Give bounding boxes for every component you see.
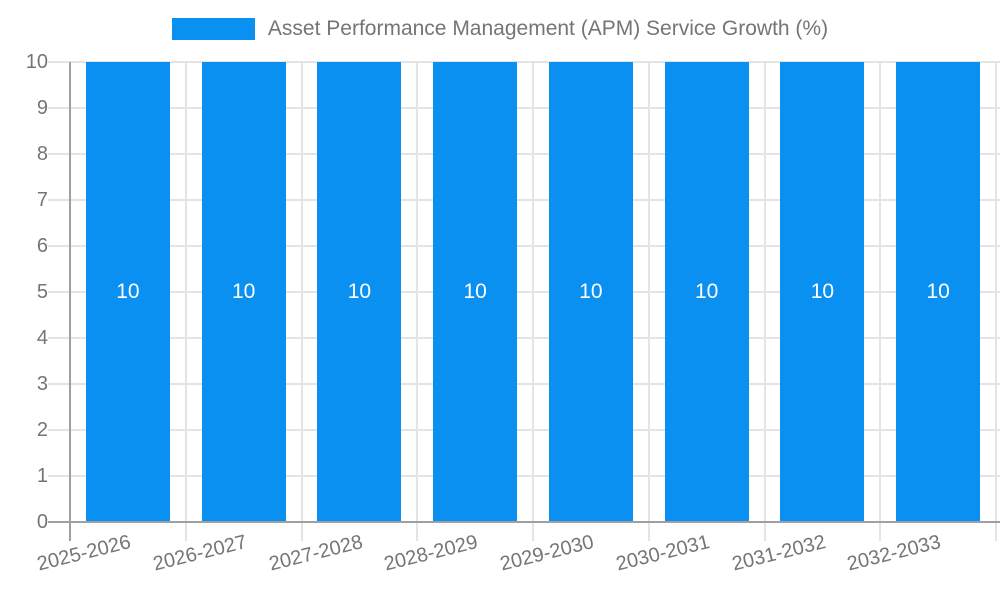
legend-swatch-icon — [171, 18, 255, 40]
y-tick-label: 2 — [36, 419, 48, 441]
gridline-h — [70, 383, 1000, 385]
gridline-h — [70, 61, 1000, 63]
gridline-v — [647, 62, 650, 522]
y-tick-label: 0 — [36, 511, 48, 533]
x-tick-label: 2028-2029 — [382, 531, 481, 576]
gridline-v — [532, 62, 534, 522]
y-tick-label: 5 — [36, 281, 48, 303]
y-tick — [48, 337, 70, 339]
y-tick — [48, 475, 70, 477]
gridline-h — [70, 429, 1000, 431]
gridline-h — [70, 291, 1000, 293]
gridline-h — [70, 153, 1000, 155]
y-tick — [48, 429, 70, 431]
x-tick — [879, 523, 882, 541]
gridline-h — [70, 245, 1000, 247]
y-tick-label: 7 — [36, 189, 48, 211]
y-tick — [48, 153, 70, 155]
gridline-h — [70, 107, 1000, 109]
x-tick — [416, 523, 419, 541]
bar-value-label: 10 — [926, 280, 950, 303]
y-tick — [48, 245, 70, 247]
gridline-v — [879, 62, 882, 522]
bar[interactable] — [85, 62, 170, 522]
x-tick — [184, 523, 187, 541]
y-tick — [48, 199, 70, 201]
bar[interactable] — [664, 62, 749, 522]
bar[interactable] — [780, 62, 865, 522]
x-tick-label: 2031-2032 — [729, 531, 828, 576]
bar[interactable] — [317, 62, 402, 522]
x-tick — [763, 523, 766, 541]
legend-label: Asset Performance Management (APM) Servi… — [267, 17, 829, 40]
bar-value-label: 10 — [231, 280, 256, 303]
y-tick-label: 9 — [36, 97, 48, 119]
x-tick — [647, 523, 650, 541]
x-tick-label: 2032-2033 — [845, 531, 944, 576]
y-tick — [48, 107, 70, 109]
y-tick — [48, 383, 70, 385]
y-tick-label: 3 — [36, 373, 48, 395]
bar-value-label: 10 — [463, 280, 487, 303]
y-tick-label: 6 — [36, 235, 48, 257]
gridline-v — [300, 62, 303, 522]
gridline-v — [416, 62, 419, 522]
bar[interactable] — [896, 62, 981, 522]
gridline-v — [184, 62, 187, 522]
gridline-h — [70, 475, 1000, 477]
gridline-v — [995, 62, 997, 522]
x-tick — [532, 523, 534, 541]
gridline-h — [70, 337, 1000, 339]
x-tick-label: 2026-2027 — [150, 531, 249, 576]
y-tick-label: 4 — [36, 327, 48, 349]
x-axis-line — [48, 521, 1000, 523]
legend: Asset Performance Management (APM) Servi… — [0, 17, 1000, 41]
x-tick — [300, 523, 303, 541]
y-tick-label: 8 — [36, 143, 48, 165]
bar[interactable] — [433, 62, 518, 522]
bar[interactable] — [201, 62, 286, 522]
y-tick-label: 1 — [36, 465, 48, 487]
bar-value-label: 10 — [810, 280, 835, 303]
gridline-h — [70, 199, 1000, 201]
bar-value-label: 10 — [694, 280, 719, 303]
legend-item[interactable]: Asset Performance Management (APM) Servi… — [171, 17, 829, 41]
x-tick-label: 2029-2030 — [498, 531, 597, 576]
y-tick — [48, 61, 70, 63]
bar-value-label: 10 — [347, 280, 372, 303]
bar-value-label: 10 — [116, 280, 140, 303]
y-axis-line — [69, 62, 71, 541]
x-tick-label: 2030-2031 — [613, 531, 712, 576]
bar[interactable] — [548, 62, 633, 522]
x-tick-label: 2025-2026 — [35, 531, 134, 576]
x-tick-label: 2027-2028 — [266, 531, 365, 576]
gridline-v — [763, 62, 766, 522]
y-tick-label: 10 — [25, 51, 48, 73]
x-tick — [995, 523, 997, 541]
y-tick — [48, 291, 70, 293]
bar-value-label: 10 — [579, 280, 603, 303]
